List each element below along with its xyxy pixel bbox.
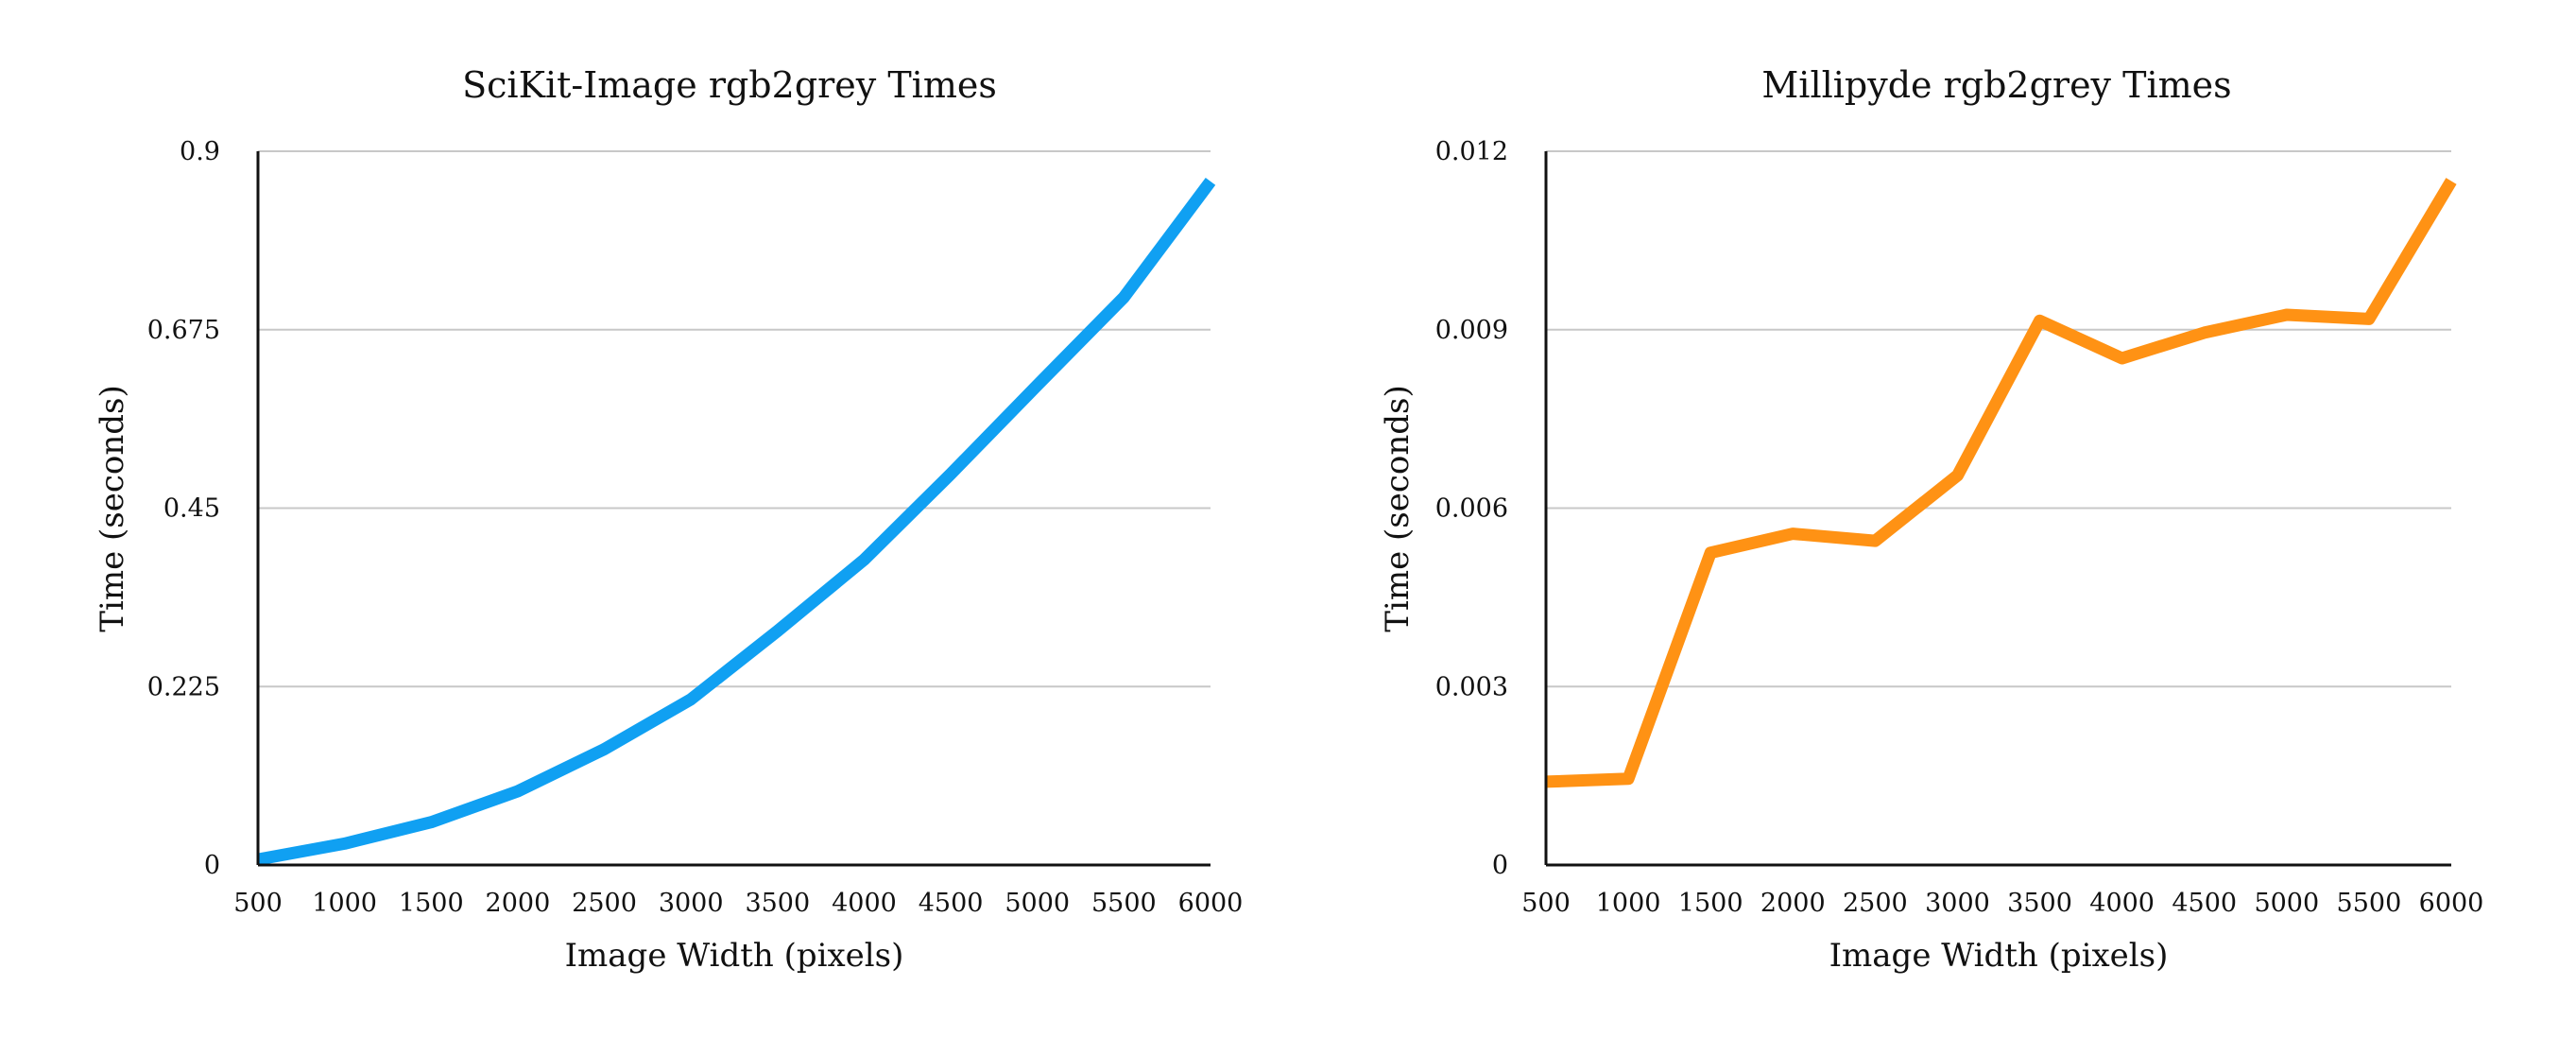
gridlines <box>1546 150 2451 688</box>
x-tick-label: 3000 <box>659 889 724 918</box>
chart-scikit: SciKit-Image rgb2grey Times 0 0.225 0.45 0.… <box>94 64 1243 975</box>
x-tick-label: 2500 <box>1843 889 1908 918</box>
y-tick-label: 0.006 <box>1435 494 1508 524</box>
x-tick-label: 4500 <box>2172 889 2237 918</box>
x-tick-label: 2500 <box>572 889 637 918</box>
x-tick-label: 5000 <box>2254 889 2319 918</box>
x-axis-label: Image Width (pixels) <box>565 937 904 975</box>
x-tick-label: 2000 <box>486 889 551 918</box>
x-tick-label: 5000 <box>1005 889 1070 918</box>
y-tick-label: 0.9 <box>180 137 220 166</box>
x-tick-label: 2000 <box>1760 889 1826 918</box>
y-axis-label: Time (seconds) <box>94 385 131 631</box>
x-axis-label: Image Width (pixels) <box>1829 937 2169 975</box>
y-tick-labels: 0 0.003 0.006 0.009 0.012 <box>1435 137 1508 880</box>
x-tick-label: 5500 <box>1091 889 1157 918</box>
y-tick-label: 0.012 <box>1435 137 1508 166</box>
x-tick-label: 4500 <box>919 889 984 918</box>
series-group <box>256 178 1216 866</box>
y-axis-label: Time (seconds) <box>1379 385 1417 631</box>
series-line <box>256 178 1216 866</box>
x-tick-label: 6000 <box>1178 889 1244 918</box>
x-tick-labels: 500 1000 1500 2000 2500 3000 3500 4000 4500 5000 5… <box>1521 889 2483 918</box>
x-tick-label: 1500 <box>1678 889 1743 918</box>
x-tick-label: 500 <box>1521 889 1571 918</box>
y-tick-label: 0 <box>204 851 220 880</box>
y-tick-label: 0.45 <box>163 494 220 524</box>
y-tick-label: 0.675 <box>147 316 220 345</box>
chart-title: SciKit-Image rgb2grey Times <box>462 64 997 106</box>
series-line <box>1545 178 2457 788</box>
chart-title: Millipyde rgb2grey Times <box>1761 64 2231 106</box>
chart-millipyde: Millipyde rgb2grey Times 0 0.003 0.006 0.00… <box>1379 64 2483 975</box>
y-tick-labels: 0 0.225 0.45 0.675 0.9 <box>147 137 220 880</box>
x-tick-label: 3500 <box>2007 889 2072 918</box>
x-tick-label: 4000 <box>832 889 897 918</box>
y-tick-label: 0 <box>1492 851 1508 880</box>
y-tick-label: 0.003 <box>1435 672 1508 701</box>
x-tick-label: 3500 <box>745 889 810 918</box>
y-tick-label: 0.009 <box>1435 316 1508 345</box>
x-tick-label: 4000 <box>2089 889 2155 918</box>
series-group <box>1545 178 2457 788</box>
x-tick-label: 500 <box>233 889 283 918</box>
x-tick-label: 1500 <box>399 889 464 918</box>
y-tick-label: 0.225 <box>147 672 220 701</box>
gridlines <box>258 150 1211 688</box>
x-tick-label: 1000 <box>1596 889 1661 918</box>
x-tick-label: 6000 <box>2419 889 2484 918</box>
x-tick-label: 1000 <box>312 889 377 918</box>
x-tick-labels: 500 1000 1500 2000 2500 3000 3500 4000 4500 5000 5… <box>233 889 1243 918</box>
x-tick-label: 3000 <box>1925 889 1990 918</box>
x-tick-label: 5500 <box>2337 889 2402 918</box>
